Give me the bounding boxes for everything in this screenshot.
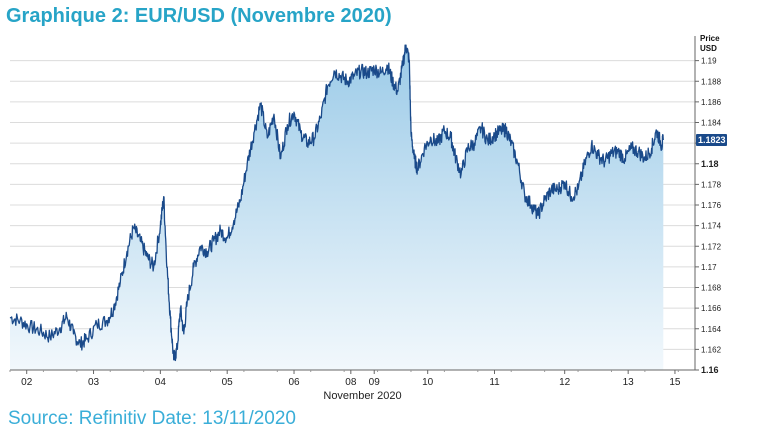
x-tick-label: 04 xyxy=(155,377,167,388)
last-price-badge-bg xyxy=(696,134,727,147)
y-tick-label: 1.174 xyxy=(701,222,722,231)
last-price-badge: 1.1823 xyxy=(696,134,727,147)
source-note: Source: Refinitiv Date: 13/11/2020 xyxy=(8,408,296,429)
y-tick-label: 1.176 xyxy=(701,201,722,210)
x-tick-label: 13 xyxy=(623,377,635,388)
x-tick-label: 10 xyxy=(422,377,434,388)
x-tick-label: 12 xyxy=(559,377,571,388)
y-axis-ticks: 1.16 1.162 1.164 1.166 1.168 1.17 1.172 1.174 1.… xyxy=(695,57,722,375)
x-tick-label: 11 xyxy=(489,377,500,388)
x-tick-label: 08 xyxy=(345,377,357,388)
y-tick-label: 1.16 xyxy=(701,365,719,375)
y-tick-label: 1.184 xyxy=(701,119,722,128)
chart-title: Graphique 2: EUR/USD (Novembre 2020) xyxy=(6,5,392,27)
x-axis-label: November 2020 xyxy=(323,390,401,402)
x-tick-label: 15 xyxy=(669,377,681,388)
y-tick-label: 1.18 xyxy=(701,159,719,169)
y-tick-label: 1.17 xyxy=(701,263,717,272)
y-tick-label: 1.166 xyxy=(701,304,722,313)
y-tick-label: 1.19 xyxy=(701,57,717,66)
y-tick-label: 1.164 xyxy=(701,325,722,334)
y-tick-label: 1.186 xyxy=(701,98,722,107)
y-axis-label-line2: USD xyxy=(700,44,717,53)
y-tick-label: 1.168 xyxy=(701,284,722,293)
x-tick-label: 06 xyxy=(288,377,300,388)
price-area xyxy=(10,45,664,370)
y-tick-label: 1.162 xyxy=(701,345,722,354)
x-tick-label: 02 xyxy=(21,377,33,388)
y-tick-label: 1.178 xyxy=(701,180,722,189)
x-tick-label: 05 xyxy=(222,377,234,388)
x-tick-label: 09 xyxy=(369,377,381,388)
y-tick-label: 1.188 xyxy=(701,77,722,86)
last-price-label: 1.1823 xyxy=(698,135,726,145)
x-axis-ticks: 02 03 04 05 06 08 09 10 11 12 13 15 xyxy=(9,370,681,388)
y-tick-label: 1.172 xyxy=(701,242,722,251)
x-tick-label: 03 xyxy=(88,377,100,388)
y-axis-label-line1: Price xyxy=(700,34,720,43)
price-line xyxy=(9,44,664,362)
